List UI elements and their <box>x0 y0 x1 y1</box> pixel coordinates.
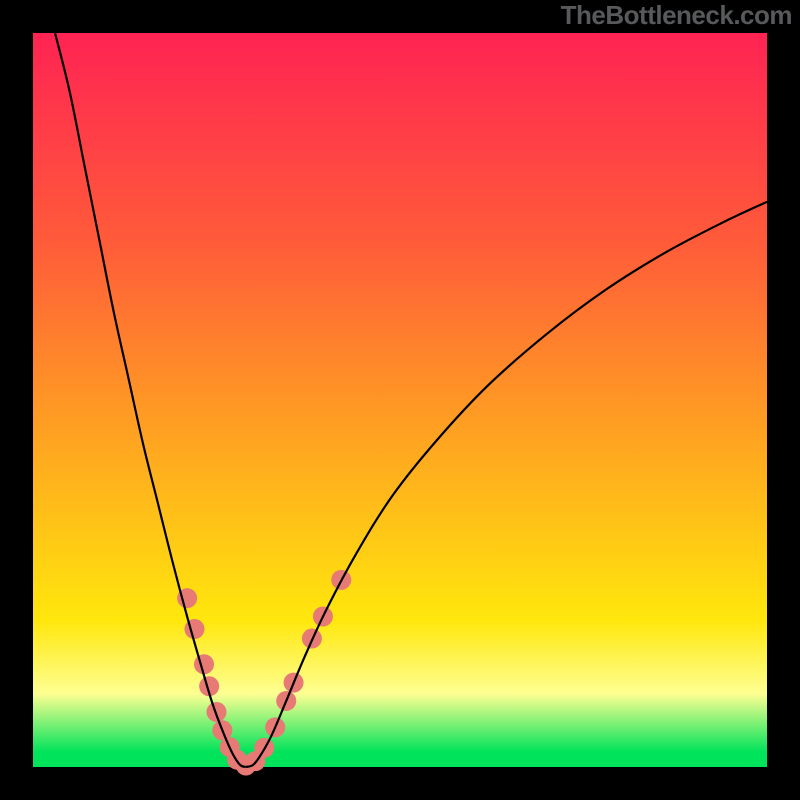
outer-frame: TheBottleneck.com <box>0 0 800 800</box>
data-marker <box>184 619 204 639</box>
curve-right <box>246 202 767 767</box>
watermark-text: TheBottleneck.com <box>561 0 792 31</box>
data-marker <box>194 654 214 674</box>
plot-area <box>33 33 767 767</box>
chart-svg <box>33 33 767 767</box>
curve-left <box>55 33 246 767</box>
